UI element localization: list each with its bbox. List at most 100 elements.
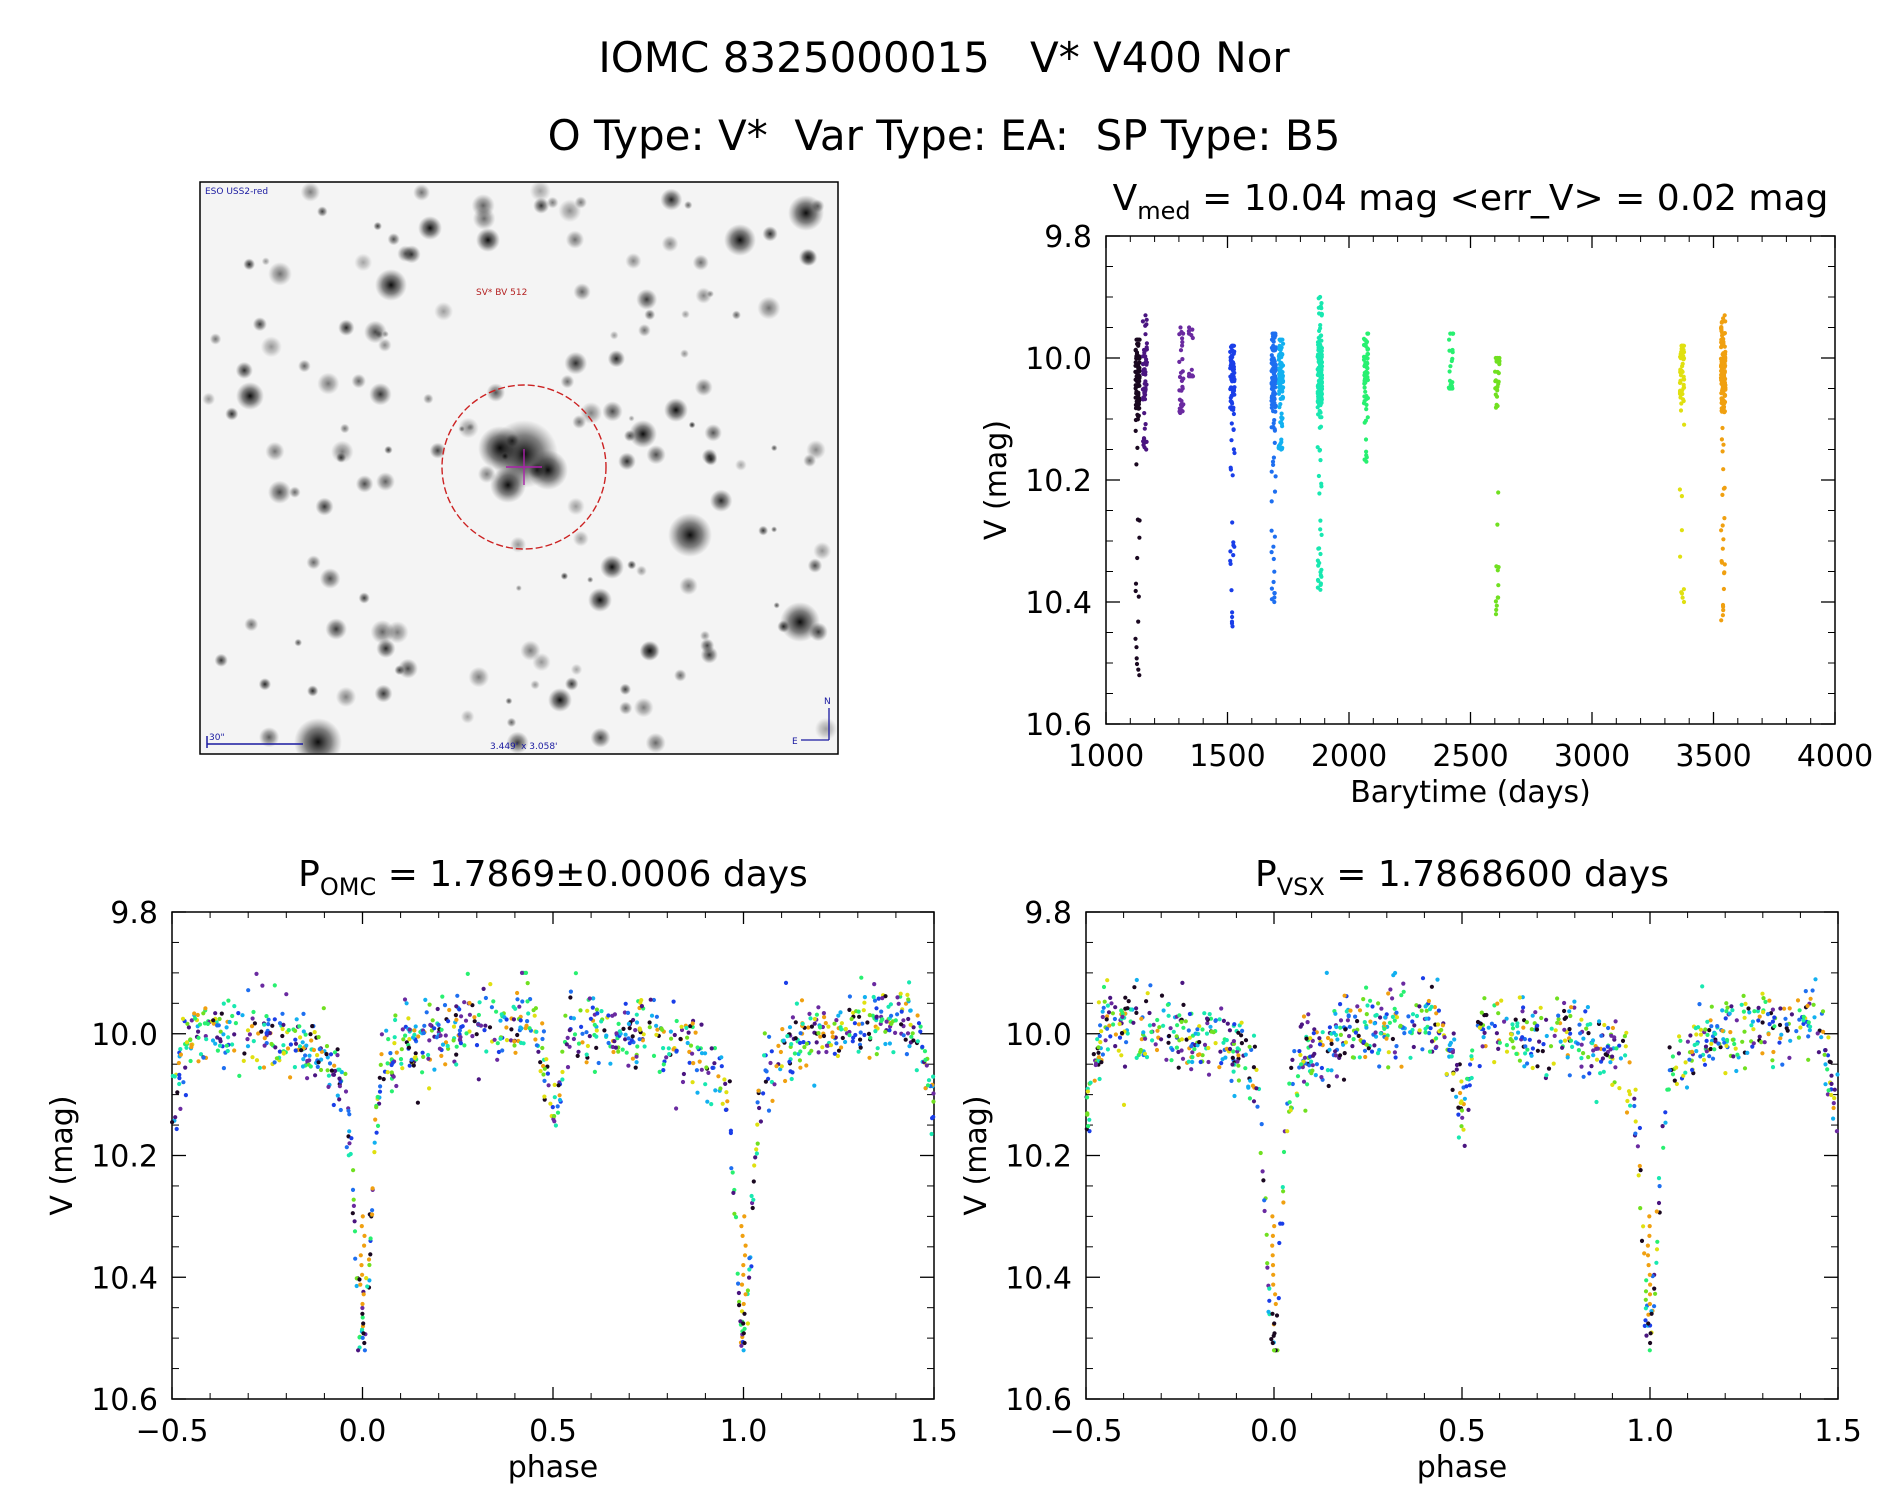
phase-omc-point [794, 1001, 800, 1006]
lightcurve-point [1318, 424, 1324, 429]
phase-vsx-point [1627, 1092, 1632, 1097]
phase-vsx-point [1698, 1032, 1703, 1037]
phase-omc-point [862, 1032, 867, 1038]
phase-omc-point [747, 1256, 752, 1261]
phase-vsx-point [1144, 999, 1149, 1004]
phase-vsx-point [1676, 1051, 1681, 1056]
phase-vsx-point [1254, 1067, 1259, 1072]
phase-vsx-point [1107, 1023, 1112, 1028]
phase-vsx-point [1770, 1058, 1775, 1063]
phase-vsx-point [1633, 1131, 1638, 1136]
lightcurve-point [1363, 418, 1368, 423]
lightcurve-point [1318, 527, 1323, 532]
phase-omc-point [484, 1049, 489, 1054]
phase-omc-point [926, 1078, 932, 1083]
phase-omc-point [733, 1215, 739, 1220]
phase-vsx-point [1087, 1117, 1092, 1122]
phase-vsx-point [1585, 1005, 1590, 1010]
phase-vsx-point [1710, 1056, 1716, 1061]
phase-omc-point [552, 1082, 557, 1087]
lightcurve-point [1677, 487, 1682, 492]
phase-omc-point [245, 1044, 251, 1049]
phase-omc-point [421, 1030, 426, 1036]
phase-omc-point [300, 1040, 305, 1045]
phase-vsx-point [1598, 1071, 1603, 1076]
phase-vsx-point [1521, 1005, 1526, 1010]
phase-omc-point [519, 970, 525, 976]
phase-omc-point [511, 1017, 516, 1022]
field-star [471, 194, 495, 218]
phase-vsx-point [1750, 1019, 1755, 1024]
phase-vsx-point [1589, 1064, 1594, 1069]
phase-omc-point [850, 1039, 855, 1044]
phase-vsx-point [1829, 1092, 1834, 1098]
phase-omc-point [230, 1042, 235, 1047]
phase-omc-point [847, 994, 853, 999]
lightcurve-point [1319, 311, 1324, 316]
lightcurve-point [1186, 329, 1191, 334]
field-star [252, 317, 267, 332]
phase-vsx-point [1613, 1019, 1618, 1024]
lightcurve-point [1720, 613, 1725, 618]
phase-omc-point [611, 1049, 616, 1055]
phase-omc-point [327, 1061, 333, 1066]
phase-omc-point [251, 1009, 256, 1015]
phase-vsx-point [1334, 1024, 1339, 1030]
phase-omc-point [735, 1271, 740, 1276]
field-star [623, 429, 636, 442]
phase-vsx-point [1623, 1044, 1628, 1049]
phase-omc-point [915, 1039, 921, 1044]
phase-omc-point [626, 1021, 632, 1026]
phase-omc-point [895, 1012, 900, 1017]
phase-omc-point [301, 1057, 306, 1062]
lightcurve-point [1143, 422, 1148, 427]
phase-omc-point [509, 1027, 514, 1032]
phase-vsx-point [1552, 1033, 1557, 1038]
phase-vsx-point [1102, 999, 1107, 1004]
phase-vsx-point [1365, 1003, 1370, 1008]
phase-omc-point [366, 1257, 372, 1262]
phase-vsx-point [1370, 1004, 1375, 1009]
lightcurve-point [1719, 406, 1724, 411]
phase-omc-point [889, 1021, 894, 1026]
phase-omc-point [749, 1193, 754, 1199]
phase-omc-point [816, 1005, 821, 1010]
phase-vsx-point [1219, 1061, 1224, 1066]
lightcurve-point [1318, 518, 1323, 523]
lightcurve-point [1279, 437, 1284, 442]
phase-omc-point [779, 1064, 784, 1069]
phase-vsx-point [1567, 1073, 1572, 1078]
phase-vsx-point [1618, 1056, 1623, 1061]
phase-vsx-point [1161, 1023, 1166, 1028]
phase-vsx-point [1637, 1125, 1642, 1131]
phase-vsx-point [1599, 1059, 1604, 1064]
lightcurve-point [1271, 338, 1276, 343]
phase-vsx-point [1760, 1051, 1765, 1056]
phase-vsx-point [1608, 1060, 1613, 1065]
north-label: N [824, 697, 831, 707]
phase-vsx-point [1741, 1009, 1746, 1014]
phase-omc-point [830, 1034, 835, 1039]
phase-vsx-point [1247, 1096, 1252, 1101]
phase-omc-point [524, 1023, 529, 1028]
lightcurve-point [1229, 343, 1234, 348]
phase-omc-point [887, 1041, 893, 1046]
phase-omc-point [567, 1044, 572, 1049]
phase-vsx-point [1606, 1025, 1611, 1031]
phase-omc-point [661, 1068, 666, 1073]
phase-omc-point [931, 1091, 936, 1096]
phase-omc-point [668, 1029, 674, 1034]
phase-omc-point [687, 1060, 692, 1065]
phase-omc-point [482, 1028, 487, 1033]
phase-vsx-point [1657, 1184, 1662, 1189]
field-star [646, 445, 666, 465]
phase-vsx-point [1783, 1016, 1788, 1021]
phase-vsx-point [1797, 1017, 1802, 1022]
lightcurve-point [1228, 399, 1233, 404]
lightcurve-point [1719, 320, 1724, 325]
field-star [808, 622, 828, 642]
phase-vsx-point [1480, 1044, 1485, 1049]
lightcurve-point [1229, 588, 1234, 593]
phase-vsx-point [1147, 1023, 1152, 1028]
phase-vsx-point [1362, 1048, 1368, 1053]
